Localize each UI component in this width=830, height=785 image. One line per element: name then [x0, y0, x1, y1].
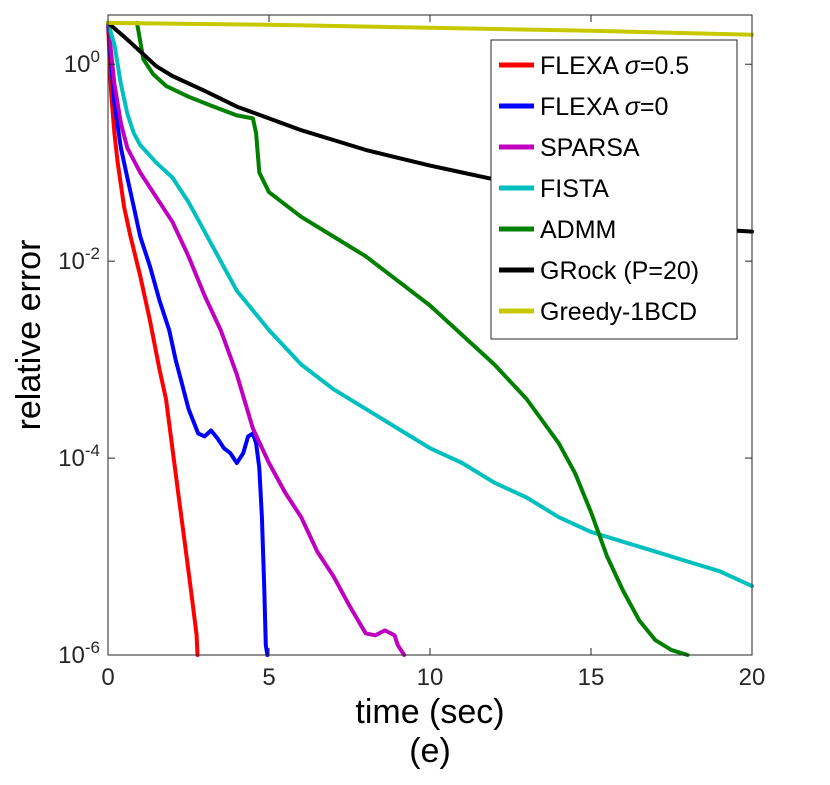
- legend-label-5: GRock (P=20): [540, 257, 699, 285]
- x-tick-label-1: 5: [262, 664, 275, 691]
- x-tick-label-0: 0: [101, 664, 114, 691]
- y-axis-title: relative error: [10, 240, 48, 431]
- legend-label-3: FISTA: [540, 175, 609, 203]
- x-tick-label-3: 15: [578, 664, 605, 691]
- legend-label-4: ADMM: [540, 216, 616, 244]
- y-tick-label-2: 10-4: [58, 441, 100, 472]
- x-axis-title: time (sec): [355, 693, 504, 731]
- series-line-4: [135, 20, 690, 657]
- y-tick-label-0: 100: [64, 47, 100, 78]
- series-line-1: [106, 20, 270, 657]
- legend-label-6: Greedy-1BCD: [540, 298, 697, 326]
- y-tick-label-3: 10-6: [58, 638, 100, 669]
- series-line-6: [106, 20, 754, 37]
- y-tick-label-1: 10-2: [58, 244, 100, 275]
- series-line-0: [106, 20, 200, 657]
- series-line-3: [106, 20, 754, 589]
- subfigure-label: (e): [409, 732, 451, 770]
- x-tick-label-4: 20: [739, 664, 766, 691]
- x-tick-label-2: 10: [417, 664, 444, 691]
- legend-label-2: SPARSA: [540, 134, 640, 162]
- axis-ticks: 0 5 10 15 20 100 10-2 10-4 10-6: [58, 15, 765, 691]
- series-line-2: [106, 20, 407, 657]
- legend-label-1: FLEXA σ=0: [540, 93, 668, 121]
- legend-label-0: FLEXA σ=0.5: [540, 52, 689, 80]
- legend: FLEXA σ=0.5 FLEXA σ=0 SPARSA FISTA ADMM GRock…: [490, 39, 738, 340]
